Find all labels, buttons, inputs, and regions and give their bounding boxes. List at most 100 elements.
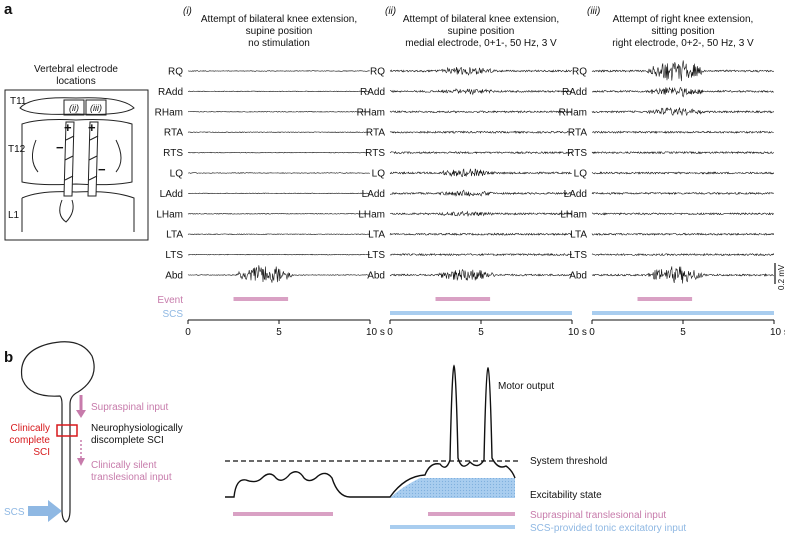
electrode-label: (iii) bbox=[90, 103, 102, 113]
emg-trace bbox=[389, 66, 572, 76]
tick-label: 10 s bbox=[366, 327, 385, 338]
muscle-label: RQ bbox=[572, 67, 587, 78]
muscle-label: Abd bbox=[367, 271, 385, 282]
emg-trace bbox=[389, 268, 573, 282]
muscle-label: LHam bbox=[560, 209, 587, 220]
emg-trace bbox=[389, 151, 572, 155]
label: discomplete SCI bbox=[91, 435, 164, 446]
sign: + bbox=[64, 120, 72, 135]
column-title: supine position bbox=[448, 26, 515, 37]
muscle-label: RTS bbox=[163, 148, 183, 159]
muscle-label: RTS bbox=[365, 148, 385, 159]
electrode-title: locations bbox=[56, 76, 95, 87]
muscle-label: RTA bbox=[568, 128, 587, 139]
pink-bar bbox=[233, 512, 333, 516]
muscle-label: RQ bbox=[370, 67, 385, 78]
emg-trace bbox=[187, 192, 370, 195]
emg-trace bbox=[591, 107, 775, 117]
emg-trace bbox=[187, 111, 370, 113]
emg-trace bbox=[389, 189, 572, 197]
column-number: (iii) bbox=[587, 6, 600, 17]
scs-bar bbox=[390, 311, 572, 315]
scale-label: 0.2 mV bbox=[777, 264, 785, 290]
muscle-label: RTA bbox=[164, 128, 183, 139]
emg-trace bbox=[591, 150, 774, 155]
excitability-curve bbox=[225, 364, 516, 498]
emg-trace bbox=[592, 130, 774, 134]
label: Supraspinal input bbox=[91, 402, 168, 413]
lesion-box bbox=[56, 424, 78, 437]
emg-trace bbox=[591, 191, 774, 196]
muscle-label: LTA bbox=[570, 230, 587, 241]
emg-trace bbox=[187, 253, 370, 256]
muscle-label: LTS bbox=[367, 250, 385, 261]
muscle-label: RHam bbox=[357, 107, 385, 118]
emg-trace bbox=[187, 233, 371, 235]
emg-trace bbox=[187, 172, 370, 174]
label: SCS bbox=[4, 507, 25, 518]
column-number: (ii) bbox=[385, 6, 396, 17]
electrode-title: Vertebral electrode bbox=[34, 64, 118, 75]
muscle-label: LTA bbox=[166, 230, 183, 241]
event-bar bbox=[435, 297, 491, 301]
emg-trace bbox=[187, 90, 370, 93]
emg-trace bbox=[389, 130, 573, 134]
label: Neurophysiologically bbox=[91, 423, 183, 434]
emg-trace bbox=[591, 232, 775, 236]
label: System threshold bbox=[530, 456, 607, 467]
muscle-label: RAdd bbox=[158, 87, 183, 98]
tick-label: 0 bbox=[185, 327, 191, 338]
muscle-label: LQ bbox=[170, 169, 184, 180]
emg-trace bbox=[389, 232, 573, 236]
emg-trace bbox=[187, 151, 370, 154]
muscle-label: Abd bbox=[569, 271, 587, 282]
legend-label: Supraspinal translesional input bbox=[530, 510, 666, 521]
label: Clinically bbox=[11, 423, 50, 434]
emg-trace bbox=[591, 212, 775, 216]
event-bar bbox=[637, 297, 693, 301]
emg-trace bbox=[591, 252, 775, 257]
sign: − bbox=[98, 162, 106, 177]
scs-bar bbox=[592, 311, 774, 315]
column-title: supine position bbox=[246, 26, 313, 37]
column-title: no stimulation bbox=[248, 38, 310, 49]
tick-label: 5 bbox=[478, 327, 484, 338]
emg-trace bbox=[591, 171, 775, 175]
sign: − bbox=[56, 140, 64, 155]
muscle-label: LHam bbox=[358, 209, 385, 220]
muscle-label: LQ bbox=[372, 169, 386, 180]
tick-label: 10 s bbox=[770, 327, 785, 338]
vertebra-drawing bbox=[4, 89, 149, 241]
emg-trace bbox=[187, 265, 370, 283]
tick-label: 0 bbox=[387, 327, 393, 338]
label: Excitability state bbox=[530, 490, 602, 501]
muscle-label: LAdd bbox=[362, 189, 385, 200]
event-bar bbox=[233, 297, 289, 301]
muscle-label: RTS bbox=[567, 148, 587, 159]
emg-trace bbox=[591, 60, 775, 82]
vertebra-label: T11 bbox=[10, 96, 27, 107]
muscle-label: RHam bbox=[559, 107, 587, 118]
spinal-cord bbox=[20, 341, 95, 523]
tick-label: 0 bbox=[589, 327, 595, 338]
muscle-label: RTA bbox=[366, 128, 385, 139]
emg-trace bbox=[389, 88, 572, 96]
muscle-label: LAdd bbox=[564, 189, 587, 200]
arrow bbox=[77, 458, 85, 466]
legend-label: SCS-provided tonic excitatory input bbox=[530, 523, 686, 534]
column-title: right electrode, 0+2-, 50 Hz, 3 V bbox=[612, 38, 754, 49]
muscle-label: RAdd bbox=[360, 87, 385, 98]
muscle-label: LTS bbox=[569, 250, 587, 261]
scs-area bbox=[390, 478, 515, 498]
event-label: Event bbox=[157, 295, 183, 306]
muscle-label: RAdd bbox=[562, 87, 587, 98]
scs-arrow bbox=[28, 500, 62, 522]
emg-trace bbox=[389, 109, 572, 114]
label: Motor output bbox=[498, 381, 554, 392]
arrow bbox=[76, 410, 86, 418]
label: SCI bbox=[33, 447, 50, 458]
blue-bar bbox=[390, 525, 515, 529]
vertebra-label: L1 bbox=[8, 210, 20, 221]
muscle-label: LQ bbox=[574, 169, 588, 180]
tick-label: 5 bbox=[276, 327, 282, 338]
